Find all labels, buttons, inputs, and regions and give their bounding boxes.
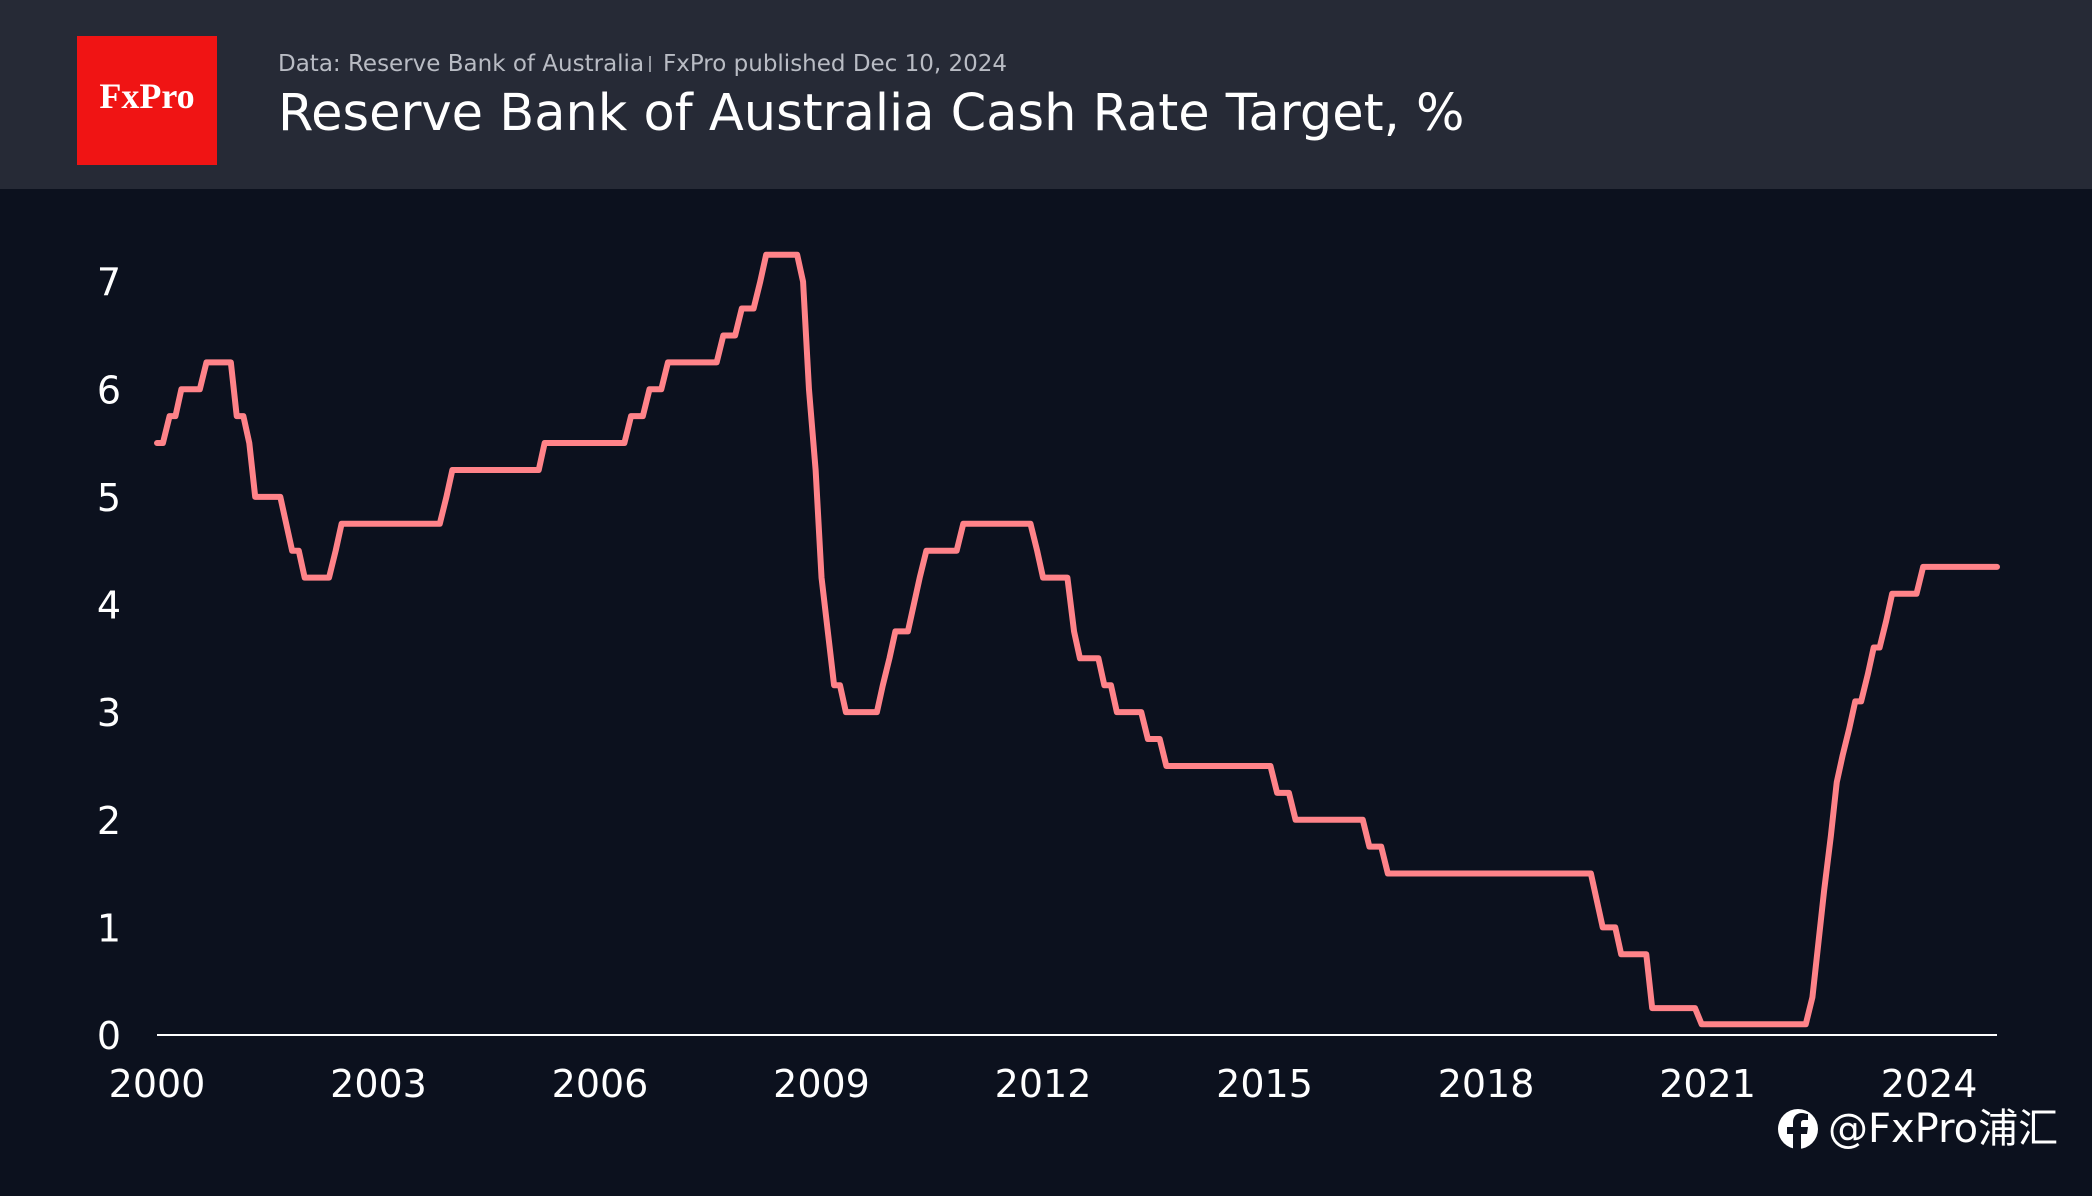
x-tick-label: 2021	[1659, 1062, 1756, 1106]
header	[0, 0, 2092, 189]
y-tick-label: 6	[97, 368, 121, 412]
logo: FxPro	[99, 76, 194, 116]
x-tick-label: 2024	[1881, 1062, 1978, 1106]
y-tick-label: 3	[97, 691, 121, 735]
y-tick-label: 0	[97, 1014, 121, 1058]
x-tick-label: 2012	[995, 1062, 1092, 1106]
y-tick-label: 1	[97, 906, 121, 950]
y-tick-label: 2	[97, 799, 121, 843]
y-tick-label: 5	[97, 476, 121, 520]
x-tick-label: 2003	[330, 1062, 427, 1106]
facebook-icon	[1778, 1109, 1818, 1150]
published: FxPro published Dec 10, 2024	[663, 51, 1007, 77]
y-tick-label: 7	[97, 261, 121, 305]
watermark: @FxPro浦汇	[1828, 1106, 2058, 1152]
x-tick-label: 2009	[773, 1062, 870, 1106]
source: Data: Reserve Bank of Australia	[278, 51, 644, 77]
y-tick-label: 4	[97, 584, 121, 628]
rate-line	[154, 251, 2000, 1028]
x-tick-label: 2000	[109, 1062, 206, 1106]
x-tick-label: 2018	[1438, 1062, 1535, 1106]
x-tick-label: 2015	[1216, 1062, 1313, 1106]
logo-box	[77, 36, 217, 165]
x-tick-label: 2006	[552, 1062, 649, 1106]
plot: 0 1 2 3 4 5 6 7 2000 2003 2006 2009 2012 2015 2018 2021…	[97, 251, 2000, 1106]
chart-title: Reserve Bank of Australia Cash Rate Targ…	[278, 84, 1464, 143]
